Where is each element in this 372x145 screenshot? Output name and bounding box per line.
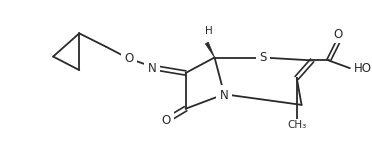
- Text: CH₃: CH₃: [287, 120, 307, 130]
- Text: N: N: [220, 89, 229, 102]
- Polygon shape: [205, 42, 215, 58]
- Text: O: O: [124, 52, 133, 65]
- Text: N: N: [148, 62, 157, 75]
- Text: O: O: [334, 28, 343, 41]
- Text: S: S: [259, 51, 267, 64]
- Text: HO: HO: [354, 62, 372, 75]
- Text: H: H: [205, 26, 213, 36]
- Text: O: O: [161, 114, 171, 127]
